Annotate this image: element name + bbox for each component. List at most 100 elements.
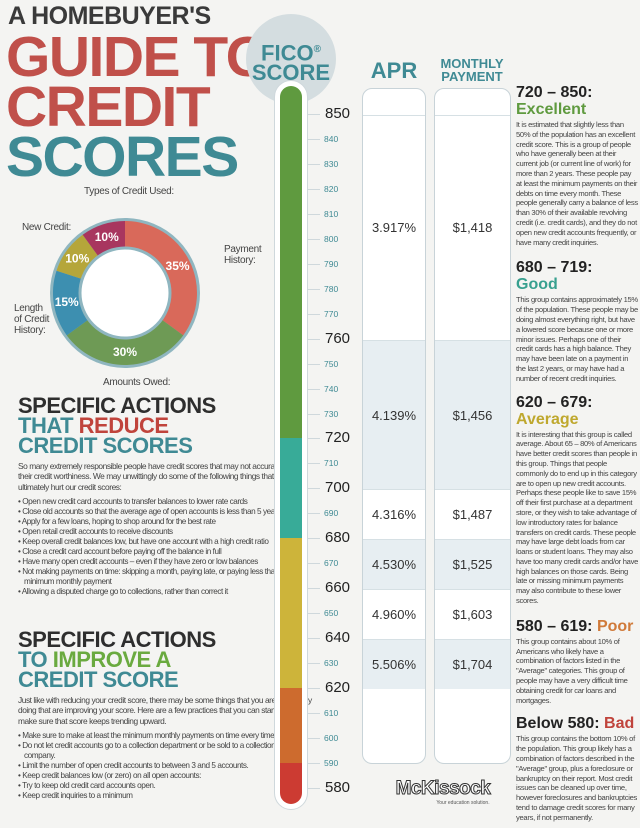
donut-segment-label: 10% — [65, 251, 89, 265]
scale-tick-line — [308, 663, 320, 665]
score-band — [280, 762, 302, 804]
scale-tick-label: 850 — [325, 105, 351, 122]
scale-tick-line — [308, 563, 320, 565]
scale-tick-label: 750 — [324, 358, 339, 369]
score-range-descriptions: 720 – 850: Excellent It is estimated that … — [516, 84, 638, 823]
scale-tick-line — [308, 513, 320, 515]
scale-tick-label: 820 — [324, 183, 339, 194]
scale-tick-label: 770 — [324, 308, 339, 319]
score-band — [280, 538, 302, 689]
scale-tick-line — [308, 338, 320, 340]
monthly-payment-value: $1,525 — [435, 539, 510, 590]
scale-tick-label: 620 — [325, 679, 351, 697]
scale-tick-label: 730 — [324, 408, 339, 419]
donut-label-amounts: Amounts Owed: — [103, 377, 171, 388]
score-range-block: 580 – 619: Poor This group contains about… — [516, 618, 638, 706]
scale-tick-line — [308, 738, 320, 739]
improve-intro: Just like with reducing your credit scor… — [18, 695, 312, 726]
donut-segment — [66, 320, 184, 365]
donut-segment-label: 35% — [166, 259, 190, 273]
scale-tick-line — [308, 288, 320, 290]
monthly-payment-value: $1,704 — [435, 639, 510, 690]
monthly-payment-header: MONTHLY PAYMENT — [432, 57, 512, 83]
apr-value: 4.530% — [363, 539, 425, 590]
monthly-payment-column: $1,418 $1,456 $1,487 $1,525 $1,603 $1,704 — [434, 88, 511, 764]
scale-tick-label: 590 — [324, 757, 339, 768]
reduce-heading-1: SPECIFIC ACTIONS — [18, 393, 216, 418]
range-rating: Bad — [604, 715, 635, 733]
reduce-section: SPECIFIC ACTIONS THAT REDUCE CREDIT SCOR… — [18, 393, 318, 597]
donut-segment — [125, 221, 197, 336]
scale-tick-label: 660 — [325, 579, 351, 597]
scale-tick-line — [308, 438, 320, 440]
donut-segment-label: 10% — [95, 230, 119, 244]
registered-mark: ® — [313, 44, 321, 55]
reduce-list-item: • Close old accounts so that the average… — [18, 507, 281, 517]
scale-tick-label: 740 — [324, 383, 339, 394]
improve-list: • Make sure to make at least the minimum… — [18, 731, 308, 801]
scale-tick-line — [308, 463, 320, 465]
score-range-block: Below 580: Bad This group contains the bo… — [516, 715, 638, 822]
scale-tick-label: 690 — [324, 508, 339, 519]
scale-tick-label: 640 — [325, 629, 351, 647]
donut-segment-label: 30% — [113, 345, 137, 359]
improve-list-item: • Make sure to make at least the minimum… — [18, 731, 277, 741]
scale-tick-line — [308, 263, 320, 265]
improve-list-item: • Limit the number of open credit accoun… — [18, 761, 249, 771]
monthly-payment-value: $1,487 — [435, 489, 510, 539]
reduce-heading-2a: THAT — [18, 413, 79, 438]
scale-tick-label: 600 — [324, 733, 339, 743]
scale-tick-label: 800 — [324, 233, 339, 244]
reduce-list-item: • Not making payments on time: skipping … — [18, 567, 291, 587]
range-rating: Average — [516, 410, 579, 428]
scale-tick-label: 580 — [325, 778, 351, 796]
donut-label-types: Types of Credit Used: — [84, 186, 174, 197]
range-rating: Excellent — [516, 101, 587, 118]
reduce-list-item: • Have many open credit accounts – even … — [18, 557, 258, 567]
reduce-list-item: • Open new credit card accounts to trans… — [18, 497, 248, 507]
logo-tagline: Your education solution. — [436, 800, 490, 806]
range-description: This group contains approximately 15% of… — [516, 295, 638, 383]
scale-tick-line — [308, 613, 320, 615]
reduce-heading-2b: REDUCE — [78, 413, 169, 438]
payment-label: PAYMENT — [441, 69, 503, 84]
logo-name: McKissock — [395, 778, 491, 800]
range-value: 680 – 719: — [516, 259, 593, 277]
range-rating: Good — [516, 276, 558, 294]
improve-heading-3: CREDIT SCORE — [18, 667, 179, 692]
title-line-1: A HOMEBUYER'S — [8, 2, 211, 30]
improve-list-item: • Keep credit inquiries to a minimum — [18, 791, 133, 801]
scale-tick-label: 840 — [324, 133, 339, 144]
fico-header: FICO® SCORE — [250, 40, 332, 86]
apr-value: 4.316% — [363, 489, 425, 539]
donut-chart: 35% 30% 15% 10% 10% — [50, 218, 200, 368]
scale-tick-label: 810 — [324, 208, 339, 219]
donut-label-payment: Payment History: — [224, 244, 262, 266]
scale-tick-label: 630 — [324, 658, 339, 669]
donut-segment-label: 15% — [55, 295, 79, 309]
scale-tick-line — [308, 488, 320, 490]
score-band — [280, 86, 302, 439]
apr-column: 3.917% 4.139% 4.316% 4.530% 4.960% 5.506% — [362, 88, 426, 764]
scale-tick-label: 780 — [324, 283, 339, 294]
scale-tick-label: 610 — [324, 708, 339, 719]
title-line-4: SCORES — [6, 125, 239, 189]
range-description: This group contains about 10% of America… — [516, 636, 628, 705]
reduce-list-item: • Allowing a disputed charge go to colle… — [18, 587, 228, 597]
reduce-list-item: • Apply for a few loans, hoping to shop … — [18, 517, 216, 527]
scale-tick-line — [308, 588, 320, 590]
improve-list-item: • Keep credit balances low (or zero) on … — [18, 771, 201, 781]
score-label: SCORE — [251, 60, 331, 86]
scale-tick-line — [308, 388, 320, 390]
score-range-block: 720 – 850: Excellent It is estimated that … — [516, 84, 638, 247]
monthly-payment-value: $1,418 — [435, 115, 510, 340]
improve-section: SPECIFIC ACTIONS TO IMPROVE A CREDIT SCO… — [18, 629, 318, 801]
scale-tick-label: 760 — [325, 329, 351, 347]
apr-value: 4.960% — [363, 589, 425, 639]
fico-label: FICO — [261, 40, 314, 66]
apr-header: APR — [370, 58, 418, 83]
reduce-list-item: • Keep overall credit balances low, but … — [18, 537, 269, 547]
range-description: This group contains the bottom 10% of th… — [516, 734, 638, 822]
score-band — [280, 438, 302, 539]
scale-tick-label: 710 — [324, 458, 339, 469]
